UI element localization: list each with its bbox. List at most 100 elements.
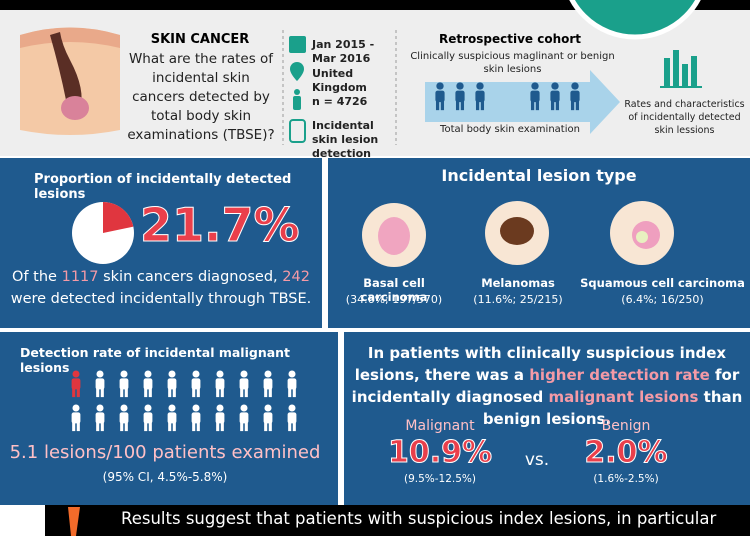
icon-part	[555, 100, 560, 111]
icon-part	[144, 370, 152, 378]
icon-part	[172, 388, 176, 398]
highlight: 1117	[61, 269, 99, 285]
study-date: Jan 2015 - Mar 2016	[312, 38, 375, 65]
highlight: malignant lesions	[548, 388, 699, 406]
icon-part	[120, 388, 124, 398]
icon-part	[570, 90, 580, 103]
icon-part	[192, 404, 200, 412]
icon-part	[216, 388, 220, 398]
icon-part	[456, 82, 464, 90]
icon-part	[287, 378, 297, 390]
icon-part	[535, 100, 540, 111]
icon-part	[244, 388, 248, 398]
arrow-bottom: Total body skin examination	[440, 124, 580, 135]
icon-part	[216, 370, 224, 378]
pie-slice	[103, 202, 134, 233]
malignant-value: 10.9%	[387, 435, 493, 471]
icon-part	[71, 378, 81, 390]
icon-part	[120, 422, 124, 432]
icon-part	[475, 90, 485, 103]
study-location: United Kingdom	[312, 67, 367, 94]
icon-part	[196, 422, 200, 432]
lesion-stats: (34.6%; 197/570)	[345, 293, 443, 306]
comparison-panel: In patients with clinically suspicious i…	[344, 332, 750, 505]
icon-part	[530, 100, 535, 111]
highlight: 242	[282, 269, 310, 285]
proportion-text: Of the 1117 skin cancers diagnosed, 242 …	[10, 266, 312, 310]
malignant-ci: (9.5%-12.5%)	[403, 473, 476, 485]
lesion-name: Melanomas	[481, 276, 555, 290]
icon-part	[148, 388, 152, 398]
icon-part	[96, 422, 100, 432]
pie	[72, 202, 134, 264]
text: for incidentally diagnosed	[351, 366, 740, 406]
text: were detected incidentally through TBSE.	[10, 291, 312, 307]
icon-part	[551, 82, 559, 90]
icon-part	[480, 100, 485, 111]
icon-part	[570, 100, 575, 111]
icon-part	[220, 388, 224, 398]
icon-part	[168, 422, 172, 432]
icon-part	[72, 370, 80, 378]
icon-part	[71, 412, 81, 424]
lesion-panel: Incidental lesion type Basal cell carcin…	[328, 158, 750, 328]
icon-part	[575, 100, 580, 111]
icon-part	[263, 378, 273, 390]
icon-part	[550, 90, 560, 103]
warning-icon	[68, 507, 80, 536]
icon-part	[268, 388, 272, 398]
icon-part	[119, 412, 129, 424]
icon-part	[240, 404, 248, 412]
icon-part	[76, 388, 80, 398]
skin-illustration	[20, 27, 120, 135]
question: What are the rates of incidental skin ca…	[127, 51, 275, 143]
icon-part	[72, 388, 76, 398]
icon-part	[288, 422, 292, 432]
icon-part	[440, 100, 445, 111]
icon-part	[475, 100, 480, 111]
icon-part	[435, 90, 445, 103]
lesion-name: Squamous cell carcinoma	[580, 276, 745, 290]
malignant-label: Malignant	[405, 418, 475, 434]
icon-part	[95, 412, 105, 424]
chart-icon	[660, 50, 702, 88]
icon-part	[287, 412, 297, 424]
vs: vs.	[524, 450, 550, 470]
icon-part	[124, 388, 128, 398]
icon-part	[144, 404, 152, 412]
outcome: Rates and characteristics of incidentall…	[624, 99, 745, 136]
icon-part	[144, 422, 148, 432]
logo-circle	[569, 0, 701, 40]
icon-part	[192, 422, 196, 432]
icon-part	[143, 412, 153, 424]
icon-part	[215, 378, 225, 390]
benign-ci: (1.6%-2.5%)	[593, 473, 659, 485]
detection-rate: 5.1 lesions/100 patients examined	[9, 442, 321, 463]
icon-part	[191, 378, 201, 390]
icon-part	[530, 90, 540, 103]
icon-part	[268, 422, 272, 432]
icon-part	[144, 388, 148, 398]
icon-part	[571, 82, 579, 90]
icon-part	[191, 412, 201, 424]
design-title: Retrospective cohort	[438, 32, 582, 46]
icon-part	[95, 378, 105, 390]
icon-part	[167, 378, 177, 390]
arrow-top: Clinically suspicious maglinant or benig…	[410, 51, 615, 75]
icon-part	[531, 82, 539, 90]
icon-part	[148, 422, 152, 432]
panel-title: Detection rate of incidental malignant l…	[20, 345, 291, 375]
icon-part	[216, 404, 224, 412]
icon-part	[550, 100, 555, 111]
title: SKIN CANCER	[150, 32, 250, 47]
icon-part	[240, 370, 248, 378]
arrow	[425, 70, 620, 134]
icon-part	[120, 404, 128, 412]
icon-part	[288, 404, 296, 412]
detection-panel: Detection rate of incidental malignant l…	[0, 332, 338, 505]
text: than benign lesions.	[482, 388, 743, 428]
icon-part	[120, 370, 128, 378]
icon-part	[264, 404, 272, 412]
comparison-text: In patients with clinically suspicious i…	[348, 342, 746, 430]
panel-title: Proportion of incidentally detected lesi…	[34, 172, 292, 202]
